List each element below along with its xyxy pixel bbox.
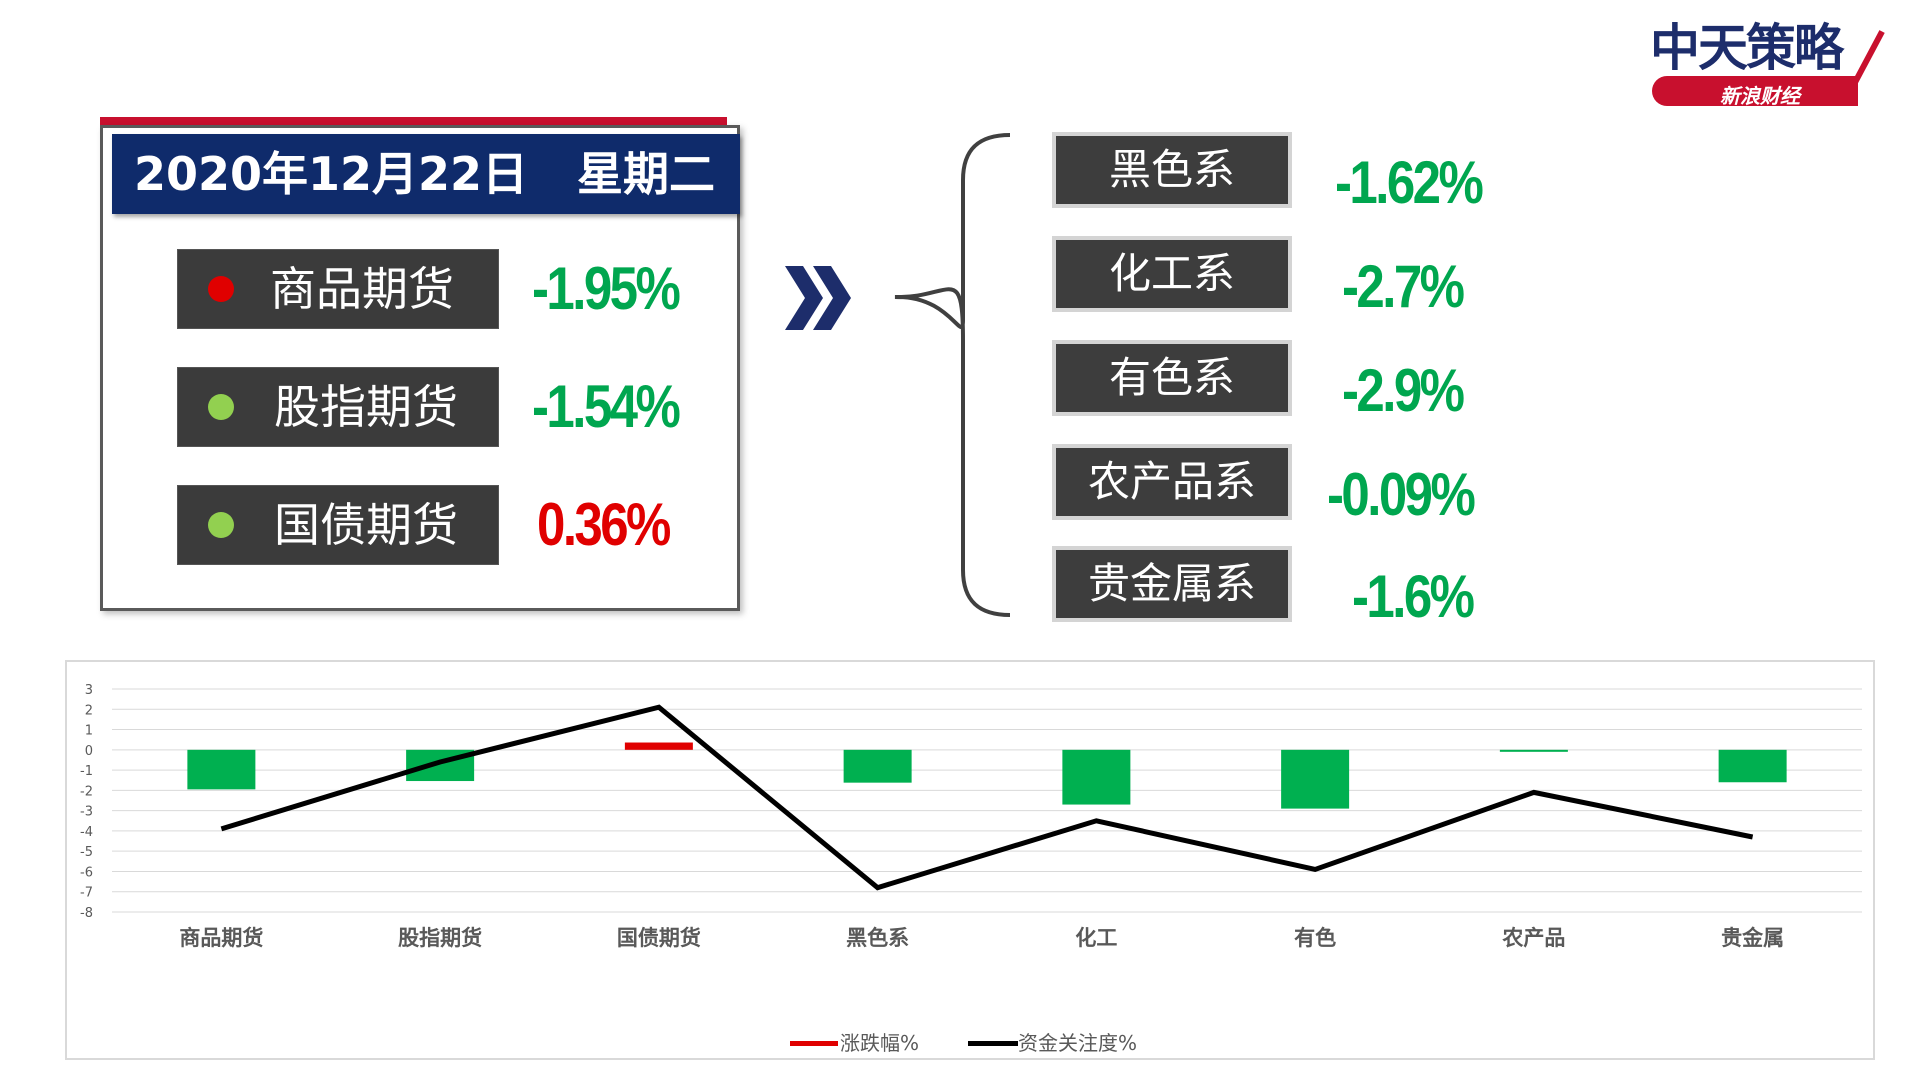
legend-label-bar: 涨跌幅% xyxy=(840,1031,920,1055)
sector-value: -1.62% xyxy=(1335,149,1484,216)
sector-label: 农产品系 xyxy=(1052,444,1292,520)
logo: 中天策略 新浪财经 xyxy=(1650,20,1895,110)
bar xyxy=(1062,749,1131,805)
bar xyxy=(1499,749,1568,752)
x-tick-label: 农产品 xyxy=(1501,926,1565,950)
bar xyxy=(1718,749,1787,783)
y-tick-label: -4 xyxy=(80,825,93,840)
y-tick-label: -5 xyxy=(80,845,93,860)
summary-item-bond: 国债期货 xyxy=(178,486,498,564)
futures-summary-panel: 2020年12月22日 星期二 商品期货 -1.95% 股指期货 -1.54% … xyxy=(100,117,740,611)
logo-title: 中天策略 xyxy=(1650,19,1844,77)
x-tick-label: 商品期货 xyxy=(179,926,263,950)
summary-item-commodity: 商品期货 xyxy=(178,250,498,328)
y-tick-label: 2 xyxy=(85,703,93,718)
logo-slash xyxy=(1851,30,1885,86)
x-tick-label: 股指期货 xyxy=(398,926,482,950)
y-tick-label: 1 xyxy=(85,724,93,739)
double-chevron-right-icon xyxy=(785,266,851,330)
summary-item-label: 商品期货 xyxy=(270,262,454,316)
chart-legend: 涨跌幅% 资金关注度% xyxy=(790,1031,1150,1055)
sector-label: 有色系 xyxy=(1052,340,1292,416)
logo-subtitle: 新浪财经 xyxy=(1720,84,1800,108)
legend-label-line: 资金关注度% xyxy=(1018,1031,1138,1055)
legend-swatch-bar xyxy=(790,1041,838,1046)
sector-value: -2.7% xyxy=(1342,253,1465,320)
date-text: 2020年12月22日 xyxy=(134,147,529,201)
x-tick-label: 国债期货 xyxy=(617,926,701,950)
status-dot-icon xyxy=(208,512,234,538)
sector-value: -2.9% xyxy=(1342,357,1465,424)
series-line xyxy=(220,704,1754,891)
bar xyxy=(843,749,912,783)
logo-band xyxy=(1652,76,1858,106)
y-tick-label: -8 xyxy=(80,906,93,921)
sector-label: 化工系 xyxy=(1052,236,1292,312)
summary-item-index: 股指期货 xyxy=(178,368,498,446)
x-tick-label: 黑色系 xyxy=(846,926,909,950)
sector-value: -0.09% xyxy=(1327,461,1476,528)
chart-area: 3 2 1 0 -1 -2 -3 -4 -5 -6 -7 -8 商品期货 股指期货 国债期货 黑色系 化工 有色 农… xyxy=(65,660,1875,1060)
y-tick-label: -1 xyxy=(80,764,93,779)
status-dot-icon xyxy=(208,276,234,302)
combo-chart: 3 2 1 0 -1 -2 -3 -4 -5 -6 -7 -8 商品期货 股指期货 国债期货 黑色系 化工 有色 农… xyxy=(80,683,1862,950)
y-tick-label: 3 xyxy=(85,683,93,698)
left-brace-icon xyxy=(894,133,1011,617)
summary-item-value: -1.54% xyxy=(532,373,681,440)
bar xyxy=(187,749,256,790)
summary-item-label: 股指期货 xyxy=(274,380,458,434)
y-tick-label: 0 xyxy=(85,744,93,759)
x-tick-label: 贵金属 xyxy=(1721,926,1784,950)
bar xyxy=(624,742,693,750)
y-tick-label: -3 xyxy=(80,805,93,820)
sector-value: -1.6% xyxy=(1352,563,1475,630)
y-tick-label: -6 xyxy=(80,865,93,880)
sector-label: 黑色系 xyxy=(1052,132,1292,208)
y-tick-label: -7 xyxy=(80,886,93,901)
date-banner: 2020年12月22日 星期二 xyxy=(112,134,740,214)
x-tick-label: 化工 xyxy=(1075,926,1117,950)
summary-item-label: 国债期货 xyxy=(274,498,458,552)
summary-item-value: -1.95% xyxy=(532,255,681,322)
status-dot-icon xyxy=(208,394,234,420)
bar xyxy=(1281,749,1350,809)
weekday-text: 星期二 xyxy=(577,147,715,201)
summary-item-value: 0.36% xyxy=(537,491,671,558)
x-tick-label: 有色 xyxy=(1294,926,1336,950)
legend-swatch-line xyxy=(968,1041,1018,1046)
sector-label: 贵金属系 xyxy=(1052,546,1292,622)
y-tick-label: -2 xyxy=(80,784,93,799)
